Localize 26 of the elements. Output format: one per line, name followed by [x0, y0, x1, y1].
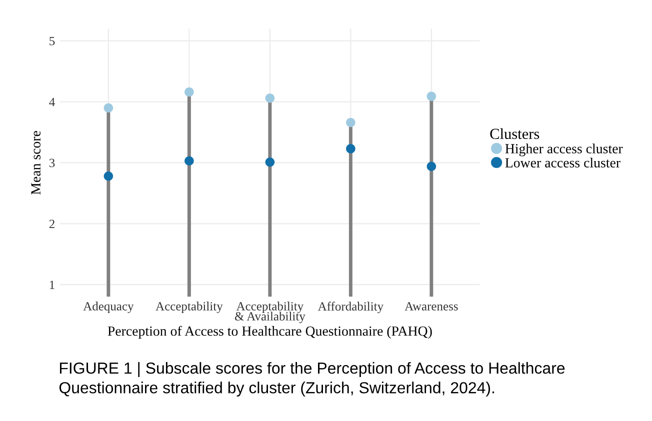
legend-label: Lower access cluster: [505, 158, 620, 168]
point: [265, 157, 275, 167]
point: [265, 93, 275, 103]
point: [426, 162, 436, 172]
point: [104, 171, 114, 181]
caption: FIGURE 1 | Subscale scores for the Perception of Access to Healthcare Questionnaire stratified by cluster (Zurich, Switzerland, 2024).: [59, 362, 565, 397]
y-tick-label: 2: [49, 220, 54, 228]
point: [184, 87, 194, 97]
x-tick-label: Acceptability & Availability: [234, 302, 306, 324]
point: [346, 144, 356, 154]
point: [104, 103, 114, 113]
y-tick-label: 5: [50, 36, 55, 46]
x-tick-label: Affordability: [318, 302, 384, 314]
legend-title: Clusters: [490, 128, 540, 140]
legend-label: Higher access cluster: [505, 144, 623, 156]
point: [346, 118, 356, 128]
y-tick-label: 4: [49, 98, 55, 106]
x-axis-title: Perception of Access to Healthcare Questionnaire (PAHQ): [108, 326, 432, 339]
y-axis-title: Mean score: [31, 131, 40, 195]
x-tick-label: Acceptability: [156, 302, 223, 314]
y-tick-label: 3: [49, 158, 55, 168]
point: [426, 92, 436, 101]
x-tick-label: Adequacy: [83, 302, 134, 314]
y-tick-label: 1: [50, 280, 54, 289]
point: [184, 156, 194, 166]
x-tick-label: Awareness: [404, 302, 458, 310]
